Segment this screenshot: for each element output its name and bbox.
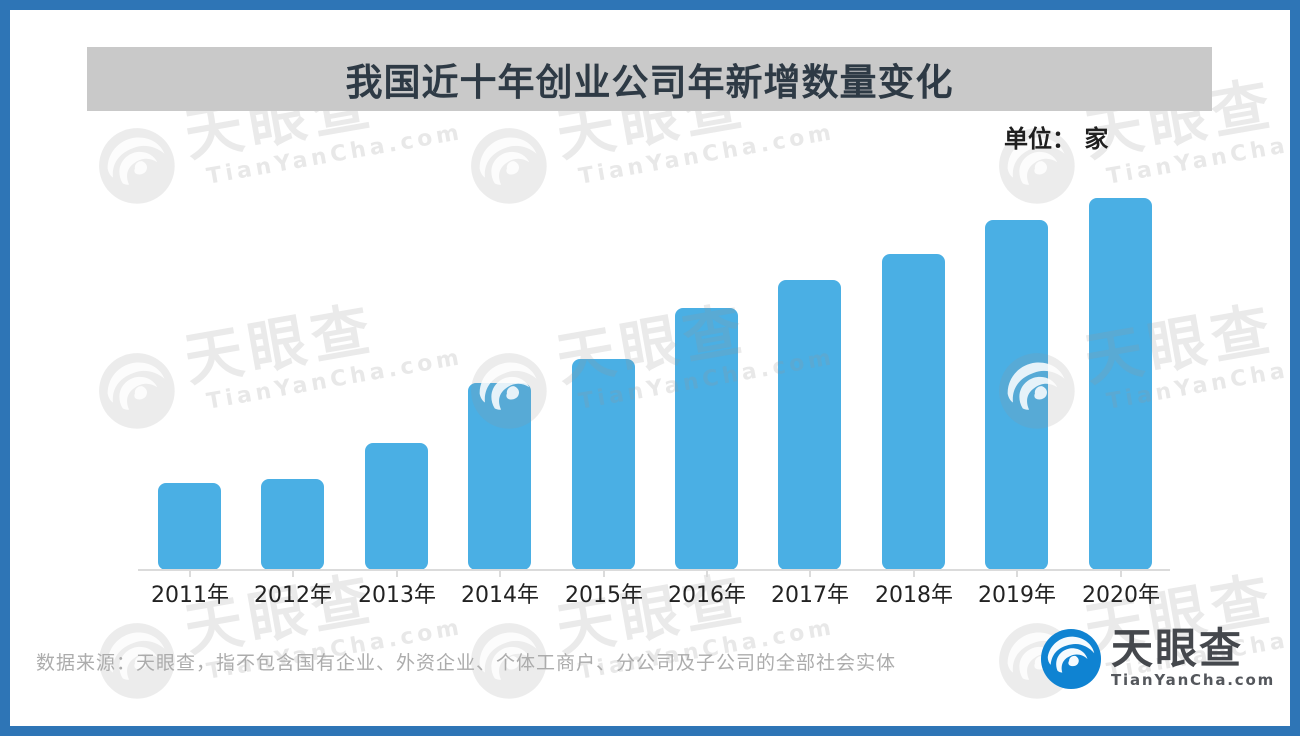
x-axis-tick-2016 [706,571,708,577]
x-axis-label-2011: 2011年 [151,583,229,608]
watermark-text: 天眼查 [179,294,381,395]
x-axis-tick-2012 [292,571,294,577]
bar-2015 [572,359,635,570]
x-axis-label-2018: 2018年 [875,583,953,608]
brand-domain: TianYanCha.com [1111,671,1275,689]
page-title: 我国近十年创业公司年新增数量变化 [345,61,954,104]
data-source-note: 数据来源：天眼查，指不包含国有企业、外资企业、个体工商户、分公司及子公司的全部社… [36,652,897,674]
x-axis-tick-2019 [1016,571,1018,577]
x-axis-tick-2020 [1120,571,1122,577]
x-axis-line [138,569,1170,571]
bar-2018 [882,254,945,570]
x-axis-tick-2017 [809,571,811,577]
bar-2013 [365,443,428,570]
bar-2014 [468,383,531,570]
unit-label: 单位： 家 [1004,125,1109,153]
x-axis-label-2020: 2020年 [1082,583,1160,608]
x-axis-tick-2011 [189,571,191,577]
title-banner: 我国近十年创业公司年新增数量变化 [87,47,1212,111]
watermark-subtext: TianYanCha.com [204,120,465,190]
x-axis-tick-2014 [499,571,501,577]
watermark-subtext: TianYanCha.com [204,345,465,415]
brand-name: 天眼查 [1111,624,1244,673]
watermark-subtext: TianYanCha.com [1104,120,1300,190]
bar-2020 [1089,198,1152,570]
x-axis-label-2017: 2017年 [771,583,849,608]
watermark-subtext: TianYanCha.com [576,120,837,190]
watermark-eye-logo-icon [92,346,183,440]
brand-block: 天眼查 TianYanCha.com [1040,628,1275,694]
watermark-eye-logo-icon [464,121,555,215]
bar-2012 [261,479,324,570]
x-axis-tick-2018 [913,571,915,577]
tianyancha-eye-logo-icon [1040,628,1102,694]
x-axis-label-2013: 2013年 [358,583,436,608]
bar-2017 [778,280,841,570]
bar-2011 [158,483,221,570]
x-axis-label-2014: 2014年 [461,583,539,608]
bar-2019 [985,220,1048,570]
x-axis-label-2012: 2012年 [254,583,332,608]
watermark-eye-logo-icon [92,121,183,215]
x-axis-label-2015: 2015年 [565,583,643,608]
x-axis-tick-2015 [603,571,605,577]
x-axis-tick-2013 [396,571,398,577]
bar-2016 [675,308,738,570]
watermark-tile-r2c1: 天眼查 TianYanCha.com [90,284,466,440]
x-axis-label-2016: 2016年 [668,583,746,608]
x-axis-label-2019: 2019年 [978,583,1056,608]
